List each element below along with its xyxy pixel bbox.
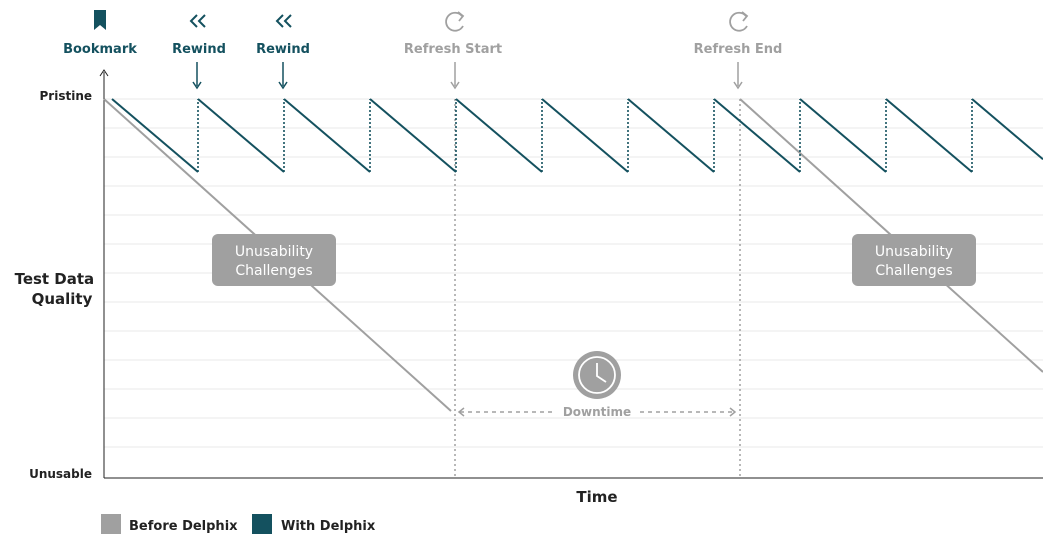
- with-series-segment: [799, 98, 887, 173]
- event-arrowhead: [450, 81, 460, 90]
- challenge-box-2-bg: [852, 234, 976, 286]
- event-label-rewind-1: Rewind: [172, 42, 226, 57]
- legend-swatch-with: [252, 514, 272, 534]
- challenge-box-1-bg: [212, 234, 336, 286]
- y-tick-bottom: Unusable: [29, 467, 92, 481]
- event-bookmark: Bookmark: [63, 10, 137, 57]
- challenge-box-2-line1: Unusability: [875, 244, 953, 260]
- downtime-label: Downtime: [563, 405, 631, 419]
- bookmark-icon: [94, 10, 106, 30]
- downtime-arrow-right: [729, 407, 737, 417]
- event-label-bookmark: Bookmark: [63, 42, 137, 57]
- refresh-icon: [445, 11, 464, 32]
- event-label-rewind-2: Rewind: [256, 42, 310, 57]
- rewind-icon: [189, 14, 206, 28]
- challenge-box-2-line2: Challenges: [875, 263, 952, 279]
- event-refresh-end: Refresh End: [694, 11, 783, 90]
- clock-face: [578, 356, 616, 394]
- with-series-segment: [111, 98, 199, 173]
- event-rewind-1: Rewind: [172, 14, 226, 90]
- challenge-box-1: Unusability Challenges: [212, 234, 336, 286]
- y-axis-label-line2: Quality: [32, 290, 93, 308]
- with-series-segment: [971, 98, 1043, 161]
- y-axis-arrow: [99, 69, 109, 77]
- challenge-box-1-line2: Challenges: [235, 263, 312, 279]
- event-label-refresh-start: Refresh Start: [404, 42, 502, 57]
- rewind-icon: [275, 14, 292, 28]
- with-series-segment: [713, 98, 801, 173]
- with-series-segment: [541, 98, 629, 173]
- with-series-segment: [283, 98, 371, 173]
- x-axis-label: Time: [576, 488, 617, 506]
- legend-swatch-before: [101, 514, 121, 534]
- clock-hands: [596, 363, 607, 383]
- event-arrowhead: [192, 81, 202, 90]
- legend: Before Delphix With Delphix: [101, 514, 376, 534]
- with-series-segment: [369, 98, 457, 173]
- with-series-segment: [197, 98, 285, 173]
- refresh-icon-arrow: [741, 11, 749, 22]
- challenge-box-2: Unusability Challenges: [852, 234, 976, 286]
- event-label-refresh-end: Refresh End: [694, 42, 783, 57]
- event-arrowhead: [278, 81, 288, 90]
- with-series-segment: [455, 98, 543, 173]
- event-rewind-2: Rewind: [256, 14, 310, 90]
- downtime-arrow-left: [457, 407, 465, 417]
- y-axis-label: Test Data Quality: [15, 270, 100, 308]
- legend-label-before: Before Delphix: [129, 519, 238, 534]
- event-refresh-start: Refresh Start: [404, 11, 502, 90]
- with-series: [111, 98, 1043, 173]
- downtime-annotation: Downtime: [457, 351, 737, 419]
- event-arrowhead: [733, 81, 743, 90]
- y-axis-label-line1: Test Data: [15, 270, 95, 288]
- y-tick-top: Pristine: [40, 89, 93, 103]
- legend-label-with: With Delphix: [281, 519, 376, 534]
- refresh-icon-arrow: [457, 11, 465, 22]
- with-series-segment: [885, 98, 973, 173]
- refresh-icon: [729, 11, 748, 32]
- with-series-segment: [627, 98, 715, 173]
- challenge-box-1-line1: Unusability: [235, 244, 313, 260]
